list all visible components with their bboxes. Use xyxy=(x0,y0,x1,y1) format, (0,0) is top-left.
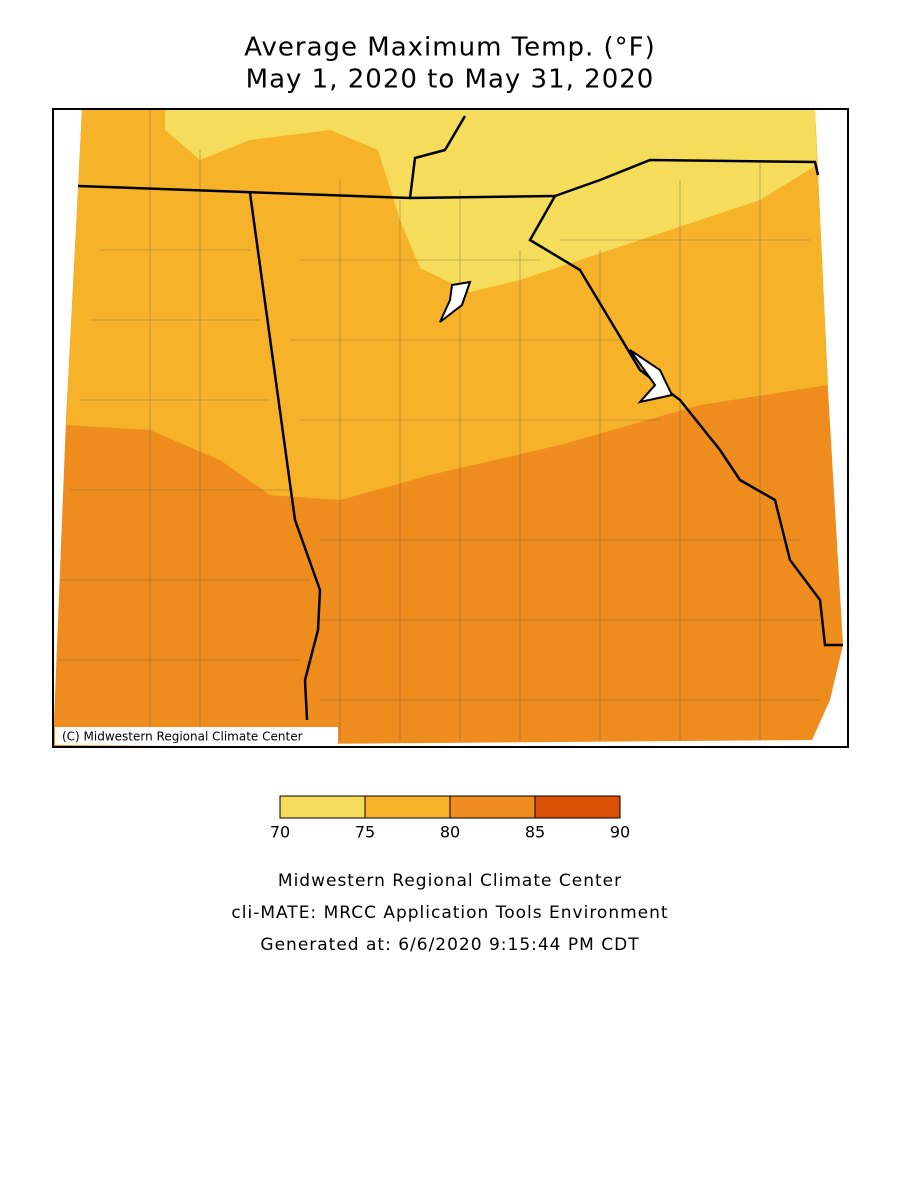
counties xyxy=(58,110,820,740)
legend-tick-label: 70 xyxy=(270,823,290,842)
map-frame xyxy=(52,108,849,748)
legend-bin xyxy=(279,795,366,819)
legend-tick-label: 85 xyxy=(525,823,545,842)
map: (C) Midwestern Regional Climate Center xyxy=(52,108,849,748)
border xyxy=(554,158,820,198)
lake xyxy=(629,349,674,404)
title-line: Average Maximum Temp. (°F) xyxy=(244,33,655,63)
footer-line: Generated at: 6/6/2020 9:15:44 PM CDT xyxy=(260,935,639,955)
state-borders xyxy=(77,115,843,721)
border xyxy=(408,115,467,199)
border xyxy=(528,195,843,647)
copyright-bg xyxy=(55,727,338,745)
footer-line: cli-MATE: MRCC Application Tools Environ… xyxy=(231,903,668,923)
legend-bin xyxy=(534,795,621,819)
zone-75 xyxy=(165,109,817,292)
county-lines xyxy=(58,110,820,740)
copyright: (C) Midwestern Regional Climate Center xyxy=(62,730,303,744)
legend-tick-label: 90 xyxy=(610,823,630,842)
title-line: May 1, 2020 to May 31, 2020 xyxy=(246,65,655,95)
legend-tick-label: 80 xyxy=(440,823,460,842)
legend: 70 75 80 85 90 xyxy=(270,795,630,842)
legend-bin xyxy=(449,795,536,819)
legend-tick-label: 75 xyxy=(355,823,375,842)
legend-bin xyxy=(364,795,451,819)
footer-line: Midwestern Regional Climate Center xyxy=(278,871,622,891)
border xyxy=(248,192,322,721)
lake xyxy=(439,280,472,323)
